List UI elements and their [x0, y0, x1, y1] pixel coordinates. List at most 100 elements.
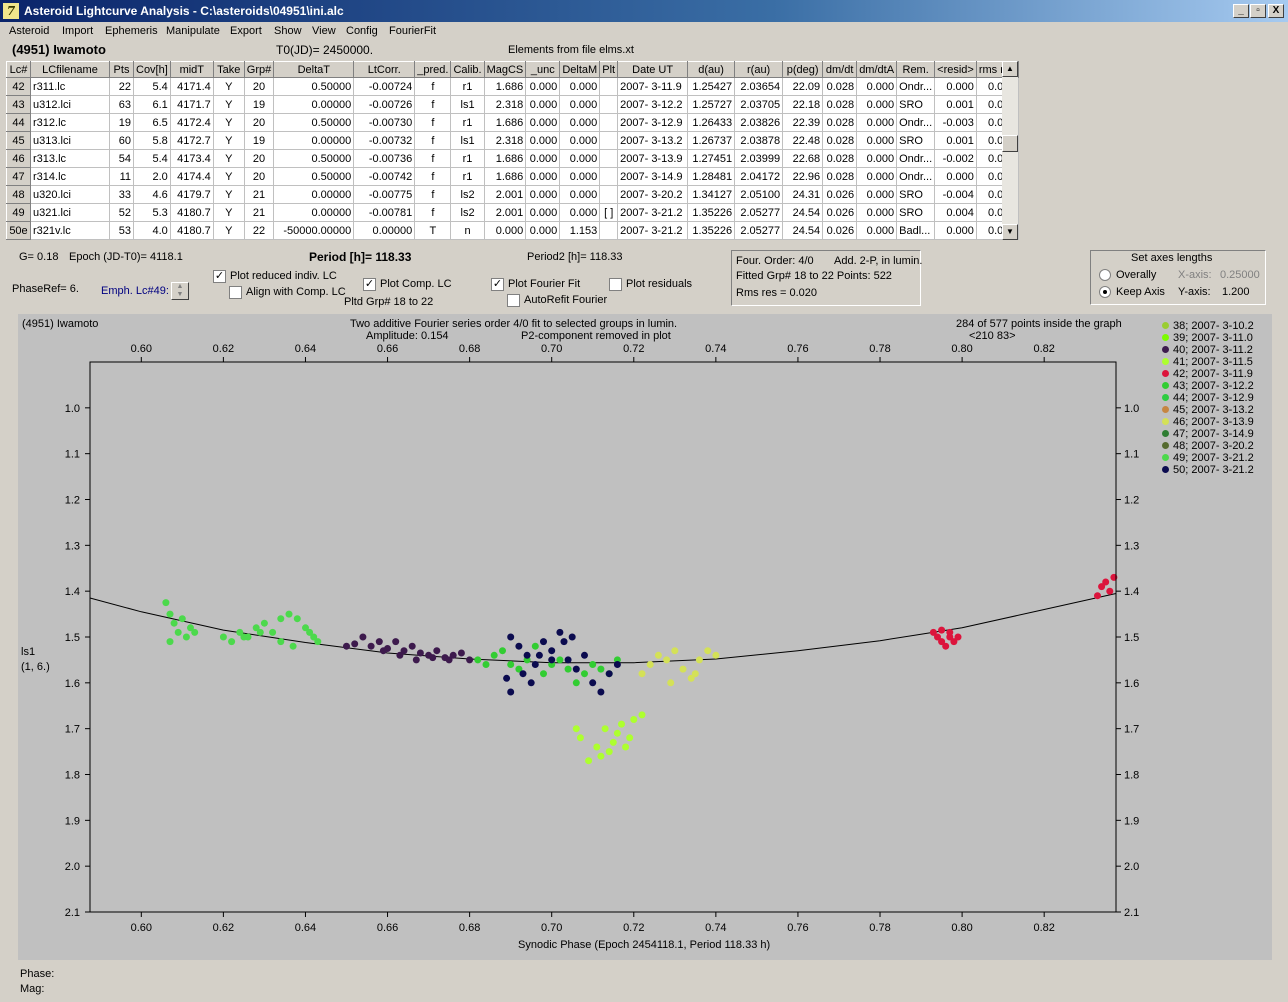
table-cell[interactable]: r1: [450, 167, 485, 186]
table-cell[interactable]: 0.000: [559, 185, 601, 204]
menu-show[interactable]: Show: [274, 25, 302, 37]
table-cell[interactable]: 24.54: [782, 221, 824, 240]
table-cell[interactable]: 20: [243, 77, 275, 96]
table-cell[interactable]: 6.1: [133, 95, 171, 114]
column-header[interactable]: r(au): [734, 61, 784, 78]
overally-radio[interactable]: [1099, 269, 1111, 281]
table-cell[interactable]: 52: [109, 203, 134, 222]
table-cell[interactable]: 1.686: [483, 113, 527, 132]
table-row[interactable]: 44 r312.lc 19 6.5 4172.4 Y 20 0.50000 -0.00730 f r…: [6, 113, 1019, 132]
restore-button[interactable]: ▫: [1250, 4, 1266, 18]
table-cell[interactable]: r1: [450, 113, 485, 132]
column-header[interactable]: dm/dt: [822, 61, 858, 78]
column-header[interactable]: Grp#: [243, 61, 275, 78]
column-header[interactable]: DeltaM: [559, 61, 601, 78]
table-cell[interactable]: n: [450, 221, 485, 240]
table-cell[interactable]: 4174.4: [169, 167, 214, 186]
table-cell[interactable]: 1.26737: [687, 131, 736, 150]
table-cell[interactable]: 0.00000: [273, 131, 355, 150]
table-cell[interactable]: 5.3: [133, 203, 171, 222]
table-cell[interactable]: 45: [6, 131, 31, 150]
table-cell[interactable]: 2.001: [483, 203, 527, 222]
table-cell[interactable]: 20: [243, 113, 275, 132]
table-cell[interactable]: 0.000: [856, 113, 898, 132]
table-cell[interactable]: 63: [109, 95, 134, 114]
table-cell[interactable]: 0.000: [525, 149, 561, 168]
table-cell[interactable]: 2.03654: [734, 77, 784, 96]
table-cell[interactable]: 0.028: [822, 149, 858, 168]
table-cell[interactable]: 0.000: [525, 131, 561, 150]
yaxis-input[interactable]: 1.200: [1222, 286, 1250, 298]
table-cell[interactable]: 44: [6, 113, 31, 132]
table-cell[interactable]: Y: [212, 131, 245, 150]
column-header[interactable]: p(deg): [782, 61, 824, 78]
table-cell[interactable]: u321.lci: [30, 203, 110, 222]
table-cell[interactable]: -0.00724: [353, 77, 416, 96]
table-cell[interactable]: 0.028: [822, 167, 858, 186]
table-cell[interactable]: 2.04172: [734, 167, 784, 186]
table-cell[interactable]: 2.03705: [734, 95, 784, 114]
menu-import[interactable]: Import: [62, 25, 94, 37]
table-cell[interactable]: 0.50000: [273, 113, 355, 132]
table-cell[interactable]: Badl...: [896, 221, 936, 240]
table-cell[interactable]: 2007- 3-13.9: [617, 149, 689, 168]
table-cell[interactable]: Y: [212, 203, 245, 222]
autorefit-checkbox[interactable]: [507, 294, 520, 307]
table-cell[interactable]: 0.000: [559, 149, 601, 168]
plot-reduced-checkbox[interactable]: ✓: [213, 270, 226, 283]
table-cell[interactable]: 2.318: [483, 95, 527, 114]
table-cell[interactable]: Y: [212, 77, 245, 96]
table-row[interactable]: 48 u320.lci 33 4.6 4179.7 Y 21 0.00000 -0.00775 f…: [6, 185, 1019, 204]
table-cell[interactable]: 0.000: [525, 167, 561, 186]
xaxis-input[interactable]: 0.25000: [1220, 269, 1260, 281]
table-cell[interactable]: 0.000: [856, 77, 898, 96]
table-cell[interactable]: 5.4: [133, 77, 171, 96]
table-cell[interactable]: 22.09: [782, 77, 824, 96]
table-cell[interactable]: 2.03878: [734, 131, 784, 150]
table-cell[interactable]: f: [414, 185, 452, 204]
table-row[interactable]: 46 r313.lc 54 5.4 4173.4 Y 20 0.50000 -0.00736 f r…: [6, 149, 1019, 168]
table-cell[interactable]: 0.000: [856, 131, 898, 150]
table-cell[interactable]: 19: [109, 113, 134, 132]
table-cell[interactable]: Y: [212, 185, 245, 204]
table-cell[interactable]: [599, 149, 619, 168]
table-cell[interactable]: 0.000: [525, 221, 561, 240]
table-cell[interactable]: 0.000: [559, 203, 601, 222]
table-cell[interactable]: 0.50000: [273, 77, 355, 96]
menu-asteroid[interactable]: Asteroid: [9, 25, 50, 37]
table-cell[interactable]: 0.00000: [273, 95, 355, 114]
table-cell[interactable]: -0.00726: [353, 95, 416, 114]
table-cell[interactable]: 1.25727: [687, 95, 736, 114]
table-cell[interactable]: Ondr...: [896, 113, 936, 132]
table-cell[interactable]: 48: [6, 185, 31, 204]
close-button[interactable]: X: [1268, 4, 1284, 18]
column-header[interactable]: <resid>: [934, 61, 977, 78]
table-row[interactable]: 43 u312.lci 63 6.1 4171.7 Y 19 0.00000 -0.00726 f…: [6, 95, 1019, 114]
table-cell[interactable]: f: [414, 77, 452, 96]
column-header[interactable]: Take: [212, 61, 245, 78]
table-cell[interactable]: 21: [243, 185, 275, 204]
table-cell[interactable]: SRO: [896, 185, 936, 204]
table-cell[interactable]: Ondr...: [896, 77, 936, 96]
table-cell[interactable]: Y: [212, 167, 245, 186]
table-cell[interactable]: f: [414, 131, 452, 150]
table-cell[interactable]: 0.000: [856, 221, 898, 240]
table-cell[interactable]: -0.004: [934, 185, 977, 204]
scroll-down-icon[interactable]: ▼: [1002, 224, 1018, 240]
table-cell[interactable]: -0.003: [934, 113, 977, 132]
table-cell[interactable]: -0.002: [934, 149, 977, 168]
table-cell[interactable]: 1.35226: [687, 221, 736, 240]
table-cell[interactable]: -0.00781: [353, 203, 416, 222]
table-cell[interactable]: 22: [109, 77, 134, 96]
table-cell[interactable]: 5.8: [133, 131, 171, 150]
align-comp-checkbox[interactable]: [229, 286, 242, 299]
table-cell[interactable]: 4180.7: [169, 203, 214, 222]
table-cell[interactable]: 0.000: [934, 77, 977, 96]
table-cell[interactable]: Y: [212, 221, 245, 240]
plot-residuals-checkbox[interactable]: [609, 278, 622, 291]
table-cell[interactable]: 2007- 3-21.2: [617, 221, 689, 240]
table-cell[interactable]: 2007- 3-12.2: [617, 95, 689, 114]
table-cell[interactable]: 4180.7: [169, 221, 214, 240]
table-cell[interactable]: [599, 167, 619, 186]
column-header[interactable]: _pred.: [414, 61, 452, 78]
